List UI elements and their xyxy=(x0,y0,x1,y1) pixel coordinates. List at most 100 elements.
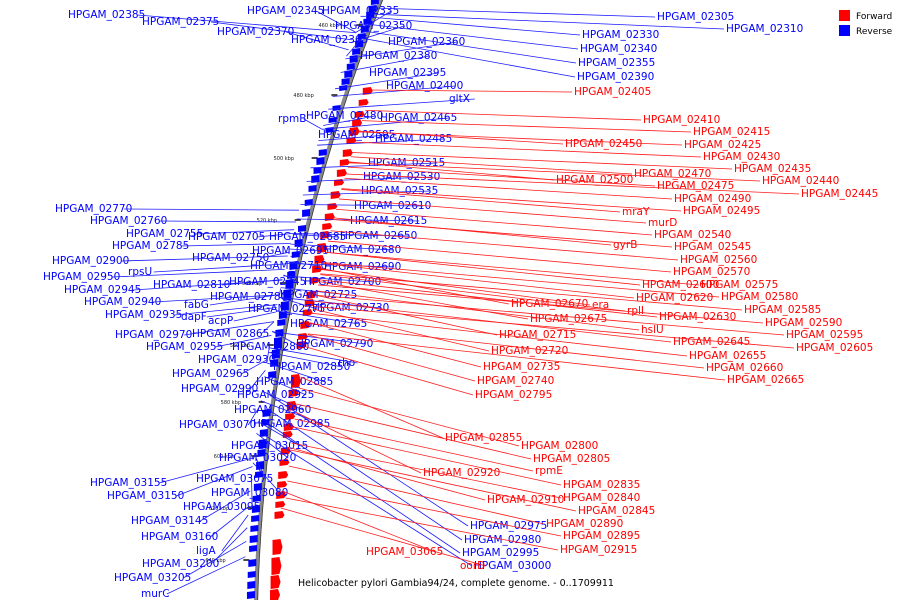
gene-label: HPGAM_02425 xyxy=(684,139,761,151)
gene-label: HPGAM_02970 xyxy=(115,329,192,341)
gene-label: HPGAM_02895 xyxy=(563,530,640,542)
gene-leader-line xyxy=(310,323,705,369)
gene-label: HPGAM_02660 xyxy=(706,362,783,374)
gene-leader-line xyxy=(351,25,405,43)
gene-label: HPGAM_02360 xyxy=(388,36,465,48)
gene-reverse xyxy=(316,157,325,165)
gene-leader-line xyxy=(209,294,280,306)
gene-leader-line xyxy=(298,387,520,447)
gene-leader-line xyxy=(332,85,456,97)
gene-leader-line xyxy=(306,176,433,182)
gene-label: HPGAM_03095 xyxy=(183,501,260,513)
gene-forward xyxy=(339,159,350,166)
gene-label: HPGAM_02380 xyxy=(360,50,437,62)
gene-forward xyxy=(270,589,281,600)
gene-leader-line xyxy=(291,442,562,499)
gene-leader-line xyxy=(133,279,283,291)
gene-leader-line xyxy=(327,240,672,273)
gene-reverse xyxy=(258,439,267,449)
gene-leader-line xyxy=(283,275,374,283)
gene-leader-line xyxy=(249,369,266,390)
gene-label: HPGAM_02930 xyxy=(198,354,275,366)
gene-label: mraY xyxy=(622,206,650,218)
gene-forward xyxy=(270,575,281,589)
gene-label: HPGAM_02305 xyxy=(657,11,734,23)
gene-leader-line xyxy=(278,288,282,298)
gene-leader-line xyxy=(333,217,612,246)
gene-label: HPGAM_02850 xyxy=(273,361,350,373)
gene-leader-line xyxy=(247,405,261,426)
gene-leader-line xyxy=(264,376,307,396)
gene-forward xyxy=(354,111,365,118)
gene-label: HPGAM_02760 xyxy=(90,215,167,227)
gene-leader-line xyxy=(366,23,579,50)
legend-swatch-reverse xyxy=(839,25,850,36)
gene-reverse xyxy=(278,311,287,319)
gene-label: HPGAM_02605 xyxy=(796,342,873,354)
gene-leader-line xyxy=(195,229,295,235)
gene-leader-line xyxy=(312,308,490,352)
gene-leader-line xyxy=(233,311,276,322)
gene-leader-line xyxy=(319,279,658,318)
gene-label: HPGAM_02540 xyxy=(654,229,731,241)
gene-label: HPGAM_02675 xyxy=(530,313,607,325)
gene-forward xyxy=(272,539,283,555)
gene-forward xyxy=(309,277,320,284)
tick-label: 460 kbp xyxy=(318,23,338,29)
gene-label: HPGAM_03080 xyxy=(211,487,288,499)
gene-label: HPGAM_02715 xyxy=(499,329,576,341)
gene-label: oorD xyxy=(460,560,485,572)
gene-label: HPGAM_02835 xyxy=(563,479,640,491)
gene-leader-line xyxy=(317,138,445,146)
gene-label: HPGAM_02575 xyxy=(701,279,778,291)
gene-leader-line xyxy=(352,152,733,170)
gene-label: HPGAM_02490 xyxy=(674,193,751,205)
gene-forward xyxy=(330,191,341,199)
gene-reverse xyxy=(341,78,350,85)
gene-label: HPGAM_02955 xyxy=(146,341,223,353)
gene-reverse xyxy=(287,271,296,279)
gene-leader-line xyxy=(315,294,498,336)
gene-label: rpmE xyxy=(535,465,563,477)
gene-leader-line xyxy=(344,177,673,200)
gene-leader-line xyxy=(267,408,463,541)
gene-leader-line xyxy=(184,321,275,336)
gene-forward xyxy=(358,99,369,106)
gene-forward xyxy=(300,321,311,329)
gene-label: HPGAM_02470 xyxy=(634,168,711,180)
gene-reverse xyxy=(268,371,277,378)
gene-leader-line xyxy=(294,418,534,472)
gene-label: HPGAM_02720 xyxy=(491,345,568,357)
gene-reverse xyxy=(257,449,266,457)
gene-label: HPGAM_02595 xyxy=(786,329,863,341)
gene-reverse xyxy=(349,55,358,63)
gene-leader-line xyxy=(260,321,275,335)
gene-label: HPGAM_02465 xyxy=(380,112,457,124)
gene-leader-line xyxy=(257,233,294,238)
gene-label: HPGAM_03015 xyxy=(231,440,308,452)
gene-leader-line xyxy=(303,118,323,130)
gene-reverse xyxy=(355,40,364,48)
gene-leader-line xyxy=(271,331,302,348)
gene-forward xyxy=(322,223,333,230)
gene-leader-line xyxy=(330,230,679,261)
gene-forward xyxy=(302,309,313,316)
gene-leader-line xyxy=(266,362,326,383)
gene-forward xyxy=(336,169,347,177)
gene-forward xyxy=(278,471,289,479)
tick-label: 520 kbp xyxy=(257,218,277,224)
gene-label: HPGAM_03145 xyxy=(131,515,208,527)
gene-label: HPGAM_03075 xyxy=(196,473,273,485)
gene-leader-line xyxy=(368,16,581,36)
gene-label: HPGAM_02685 xyxy=(269,231,346,243)
gene-leader-line xyxy=(325,251,641,286)
gene-label: HPGAM_02925 xyxy=(237,389,314,401)
gene-label: HPGAM_02655 xyxy=(689,350,766,362)
gene-leader-line xyxy=(300,204,424,207)
gene-leader-line xyxy=(288,465,545,525)
gene-label: HPGAM_02545 xyxy=(674,241,751,253)
gene-reverse xyxy=(262,409,271,417)
gene-label: HPGAM_02855 xyxy=(445,432,522,444)
gene-label: HPGAM_02765 xyxy=(290,318,367,330)
gene-leader-line xyxy=(159,457,254,484)
